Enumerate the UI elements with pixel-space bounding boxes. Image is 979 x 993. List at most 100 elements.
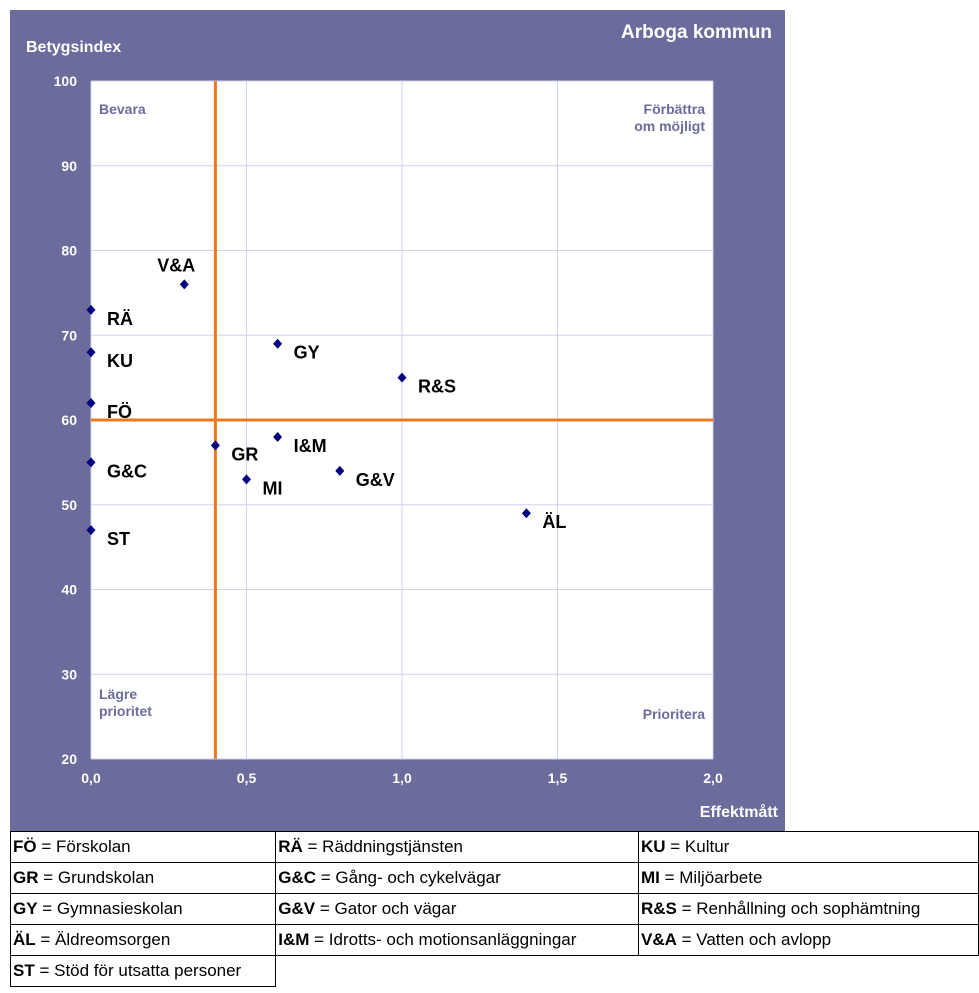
data-points: V&A RÄ KU FÖ G&C ST GY R&S GR I&M MI G&V ÄL [86, 255, 566, 549]
data-point-marker [86, 398, 96, 409]
data-point-label: R&S [418, 377, 456, 397]
y-tick-label: 30 [61, 666, 77, 682]
legend-cell: I&M = Idrotts- och motionsanläggningar [275, 924, 639, 956]
quadrant-label-top-right: om möjligt [634, 118, 705, 134]
data-point-marker [242, 474, 251, 485]
legend-description: = Stöd för utsatta personer [34, 961, 242, 980]
x-tick-label: 1,5 [548, 770, 568, 786]
data-point-label: FÖ [107, 402, 132, 422]
y-tick-label: 100 [54, 73, 78, 89]
data-point-label: G&V [356, 470, 395, 490]
data-point-marker [521, 508, 531, 519]
legend-cell: R&S = Renhållning och sophämtning [638, 893, 979, 925]
chart-container: Bevara Förbättra om möjligt Lägre prioritet P… [10, 10, 785, 831]
legend-row: ST = Stöd för utsatta personer [9, 955, 979, 987]
legend-description: = Idrotts- och motionsanläggningar [309, 930, 577, 949]
legend-cell: ÄL = Äldreomsorgen [9, 924, 277, 956]
reference-lines [91, 81, 713, 759]
quadrant-label-bottom-right: Prioritera [643, 706, 705, 722]
y-tick-label: 40 [61, 582, 77, 598]
data-point-marker [86, 304, 96, 315]
legend-cell: GY = Gymnasieskolan [9, 893, 277, 925]
legend-row: GR = Grundskolan G&C = Gång- och cykelväg… [9, 862, 979, 894]
legend-abbr: G&C [278, 868, 317, 887]
legend-cell: RÄ = Räddningstjänsten [275, 831, 639, 863]
legend-description: = Gång- och cykelvägar [316, 868, 501, 887]
x-tick-label: 0,5 [237, 770, 257, 786]
legend-row: FÖ = Förskolan RÄ = Räddningstjänsten KU =… [9, 831, 979, 863]
data-point-marker [179, 279, 189, 290]
legend-cell: MI = Miljöarbete [638, 862, 979, 894]
legend-abbr: R&S [641, 899, 677, 918]
y-tick-label: 60 [61, 412, 77, 428]
data-point-label: GY [294, 343, 320, 363]
legend-cell: GR = Grundskolan [9, 862, 277, 894]
legend-description: = Renhållning och sophämtning [676, 899, 921, 918]
chart-title: Arboga kommun [621, 22, 772, 43]
x-tick-label: 2,0 [703, 770, 723, 786]
legend-description: = Gator och vägar [315, 899, 457, 918]
legend-cell: V&A = Vatten och avlopp [638, 924, 979, 956]
legend-abbr: GR [13, 868, 39, 887]
legend-abbr: KU [641, 837, 666, 856]
legend-description: = Kultur [665, 837, 730, 856]
quadrant-label-top-right: Förbättra [644, 101, 706, 117]
data-point-label: KU [107, 351, 133, 371]
data-point-label: I&M [294, 436, 327, 456]
legend-description: = Räddningstjänsten [302, 837, 464, 856]
legend-cell: FÖ = Förskolan [9, 831, 277, 863]
y-axis-label: Betygsindex [26, 39, 121, 56]
legend-abbr: V&A [641, 930, 677, 949]
quadrant-label-top-left: Bevara [99, 101, 146, 117]
y-tick-label: 80 [61, 243, 77, 259]
y-tick-label: 70 [61, 327, 77, 343]
y-tick-label: 90 [61, 158, 77, 174]
x-tick-label: 1,0 [392, 770, 412, 786]
data-point-label: V&A [157, 255, 195, 275]
legend-cell: KU = Kultur [638, 831, 979, 863]
legend-description: = Miljöarbete [659, 868, 763, 887]
data-point-marker [397, 372, 407, 383]
legend-abbr: GY [13, 899, 38, 918]
legend-abbr: ÄL [13, 930, 36, 949]
x-tick-label: 0,0 [81, 770, 101, 786]
data-point-marker [86, 347, 96, 358]
legend-description: = Grundskolan [38, 868, 155, 887]
data-point-marker [210, 440, 220, 451]
legend-cell: ST = Stöd för utsatta personer [9, 955, 277, 987]
legend-abbr: ST [13, 961, 35, 980]
legend-cell: G&C = Gång- och cykelvägar [275, 862, 639, 894]
legend-abbr: G&V [278, 899, 316, 918]
data-point-marker [86, 525, 96, 536]
data-point-marker [335, 465, 345, 476]
legend-description: = Förskolan [36, 837, 131, 856]
legend-abbr: I&M [278, 930, 310, 949]
x-axis-label: Effektmått [700, 803, 779, 821]
y-tick-label: 50 [61, 497, 77, 513]
data-point-marker [273, 431, 283, 442]
legend-row: GY = Gymnasieskolan G&V = Gator och vägar… [9, 893, 979, 925]
abbreviation-legend: FÖ = Förskolan RÄ = Räddningstjänsten KU =… [9, 831, 979, 987]
quadrant-label-bottom-left: prioritet [99, 703, 152, 719]
legend-abbr: MI [641, 868, 660, 887]
legend-row: ÄL = Äldreomsorgen I&M = Idrotts- och mot… [9, 924, 979, 956]
legend-cell: G&V = Gator och vägar [275, 893, 639, 925]
data-point-marker [86, 457, 96, 468]
data-point-label: ÄL [542, 512, 566, 532]
data-point-label: G&C [107, 461, 147, 481]
quadrant-label-bottom-left: Lägre [99, 686, 137, 702]
data-point-label: RÄ [107, 309, 133, 329]
tick-labels: 20 30 40 50 60 70 80 90 100 0,0 0,5 1,0 1,5 2,0 [54, 73, 723, 786]
data-point-label: GR [231, 444, 258, 464]
legend-empty-cell [275, 955, 639, 987]
data-point-label: ST [107, 529, 130, 549]
legend-description: = Vatten och avlopp [676, 930, 832, 949]
data-point-marker [273, 338, 283, 349]
y-tick-label: 20 [61, 751, 77, 767]
data-point-label: MI [263, 478, 283, 498]
legend-abbr: FÖ [13, 837, 37, 856]
legend-description: = Äldreomsorgen [35, 930, 171, 949]
legend-description: = Gymnasieskolan [37, 899, 183, 918]
